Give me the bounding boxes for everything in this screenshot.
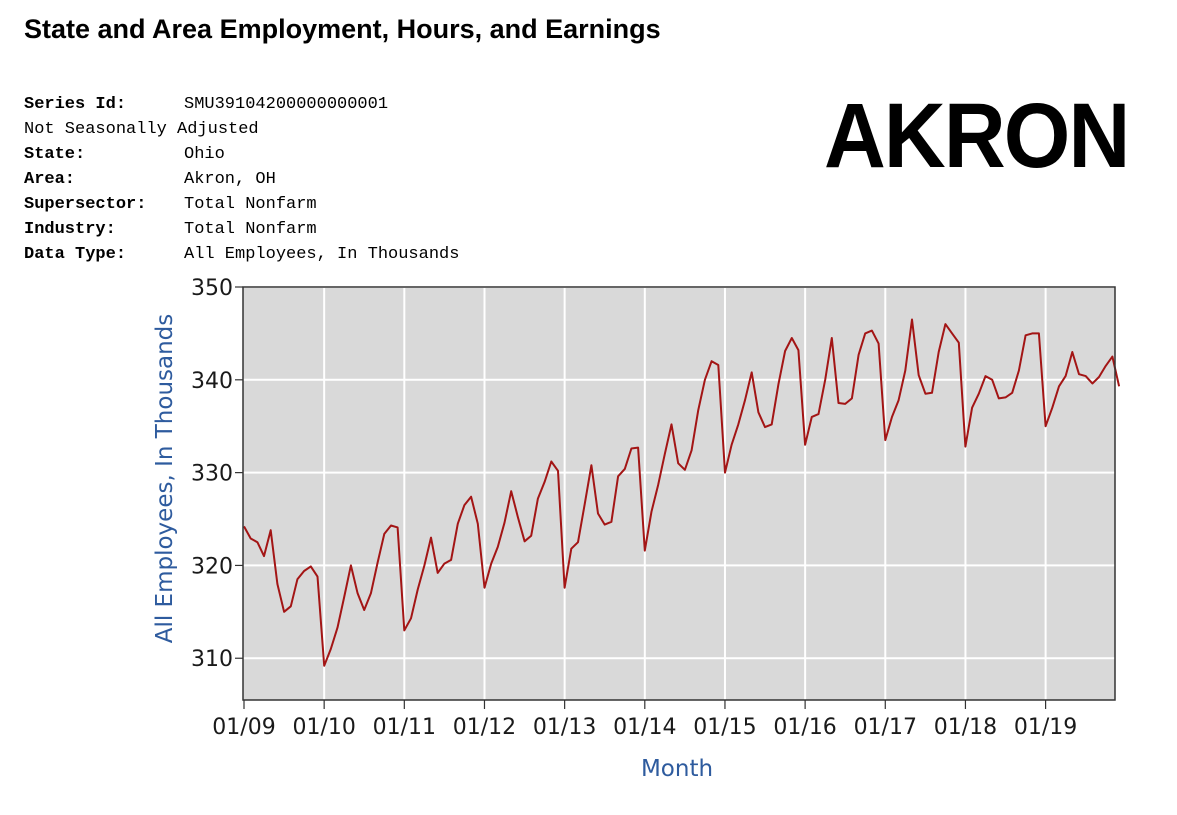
seasonal-row: Not Seasonally Adjusted	[24, 117, 459, 142]
state-value: Ohio	[184, 145, 225, 164]
plot-frame	[242, 286, 1116, 701]
series-line	[243, 318, 1121, 667]
y-tick-label: 330	[191, 462, 233, 487]
area-label: Area:	[24, 170, 76, 189]
page-title: State and Area Employment, Hours, and Ea…	[24, 14, 661, 44]
series-id-value: SMU39104200000000001	[184, 95, 389, 114]
x-tick-label: 01/19	[1014, 715, 1077, 740]
series-id-row: Series Id: SMU39104200000000001	[24, 92, 459, 117]
seasonal-adjustment-value: Not Seasonally Adjusted	[24, 120, 259, 139]
state-row: State: Ohio	[24, 142, 459, 167]
data-type-label: Data Type:	[24, 245, 127, 264]
industry-label: Industry:	[24, 220, 116, 239]
x-tick-label: 01/12	[453, 715, 516, 740]
x-tick-label: 01/10	[292, 715, 355, 740]
area-row: Area: Akron, OH	[24, 167, 459, 192]
area-value: Akron, OH	[184, 170, 276, 189]
state-label: State:	[24, 145, 86, 164]
industry-value: Total Nonfarm	[184, 220, 317, 239]
x-tick-label: 01/09	[212, 715, 275, 740]
x-tick-label: 01/17	[854, 715, 917, 740]
data-type-row: Data Type: All Employees, In Thousands	[24, 242, 459, 267]
area-banner: AKRON	[824, 85, 1130, 187]
y-tick-label: 350	[191, 276, 233, 301]
data-type-value: All Employees, In Thousands	[184, 245, 460, 264]
x-tick-label: 01/13	[533, 715, 596, 740]
y-axis-title: All Employees, In Thousands	[152, 314, 178, 644]
supersector-row: Supersector: Total Nonfarm	[24, 192, 459, 217]
y-tick-label: 340	[191, 369, 233, 394]
x-axis-title: Month	[641, 756, 713, 782]
plot-area	[243, 287, 1115, 700]
series-info: Series Id: SMU39104200000000001 Not Seas…	[24, 92, 459, 267]
x-tick-label: 01/16	[773, 715, 836, 740]
x-tick-label: 01/15	[693, 715, 756, 740]
industry-row: Industry: Total Nonfarm	[24, 217, 459, 242]
x-tick-label: 01/18	[934, 715, 997, 740]
series-id-label: Series Id:	[24, 95, 127, 114]
supersector-value: Total Nonfarm	[184, 195, 317, 214]
y-tick-label: 310	[191, 647, 233, 672]
x-tick-label: 01/14	[613, 715, 676, 740]
x-tick-label: 01/11	[373, 715, 436, 740]
axes: 310 320 330 340 350 01/09 01/10 01/11 01/12 01/13…	[191, 276, 1077, 740]
series-layer	[243, 318, 1121, 667]
supersector-label: Supersector:	[24, 195, 147, 214]
y-tick-label: 320	[191, 554, 233, 579]
